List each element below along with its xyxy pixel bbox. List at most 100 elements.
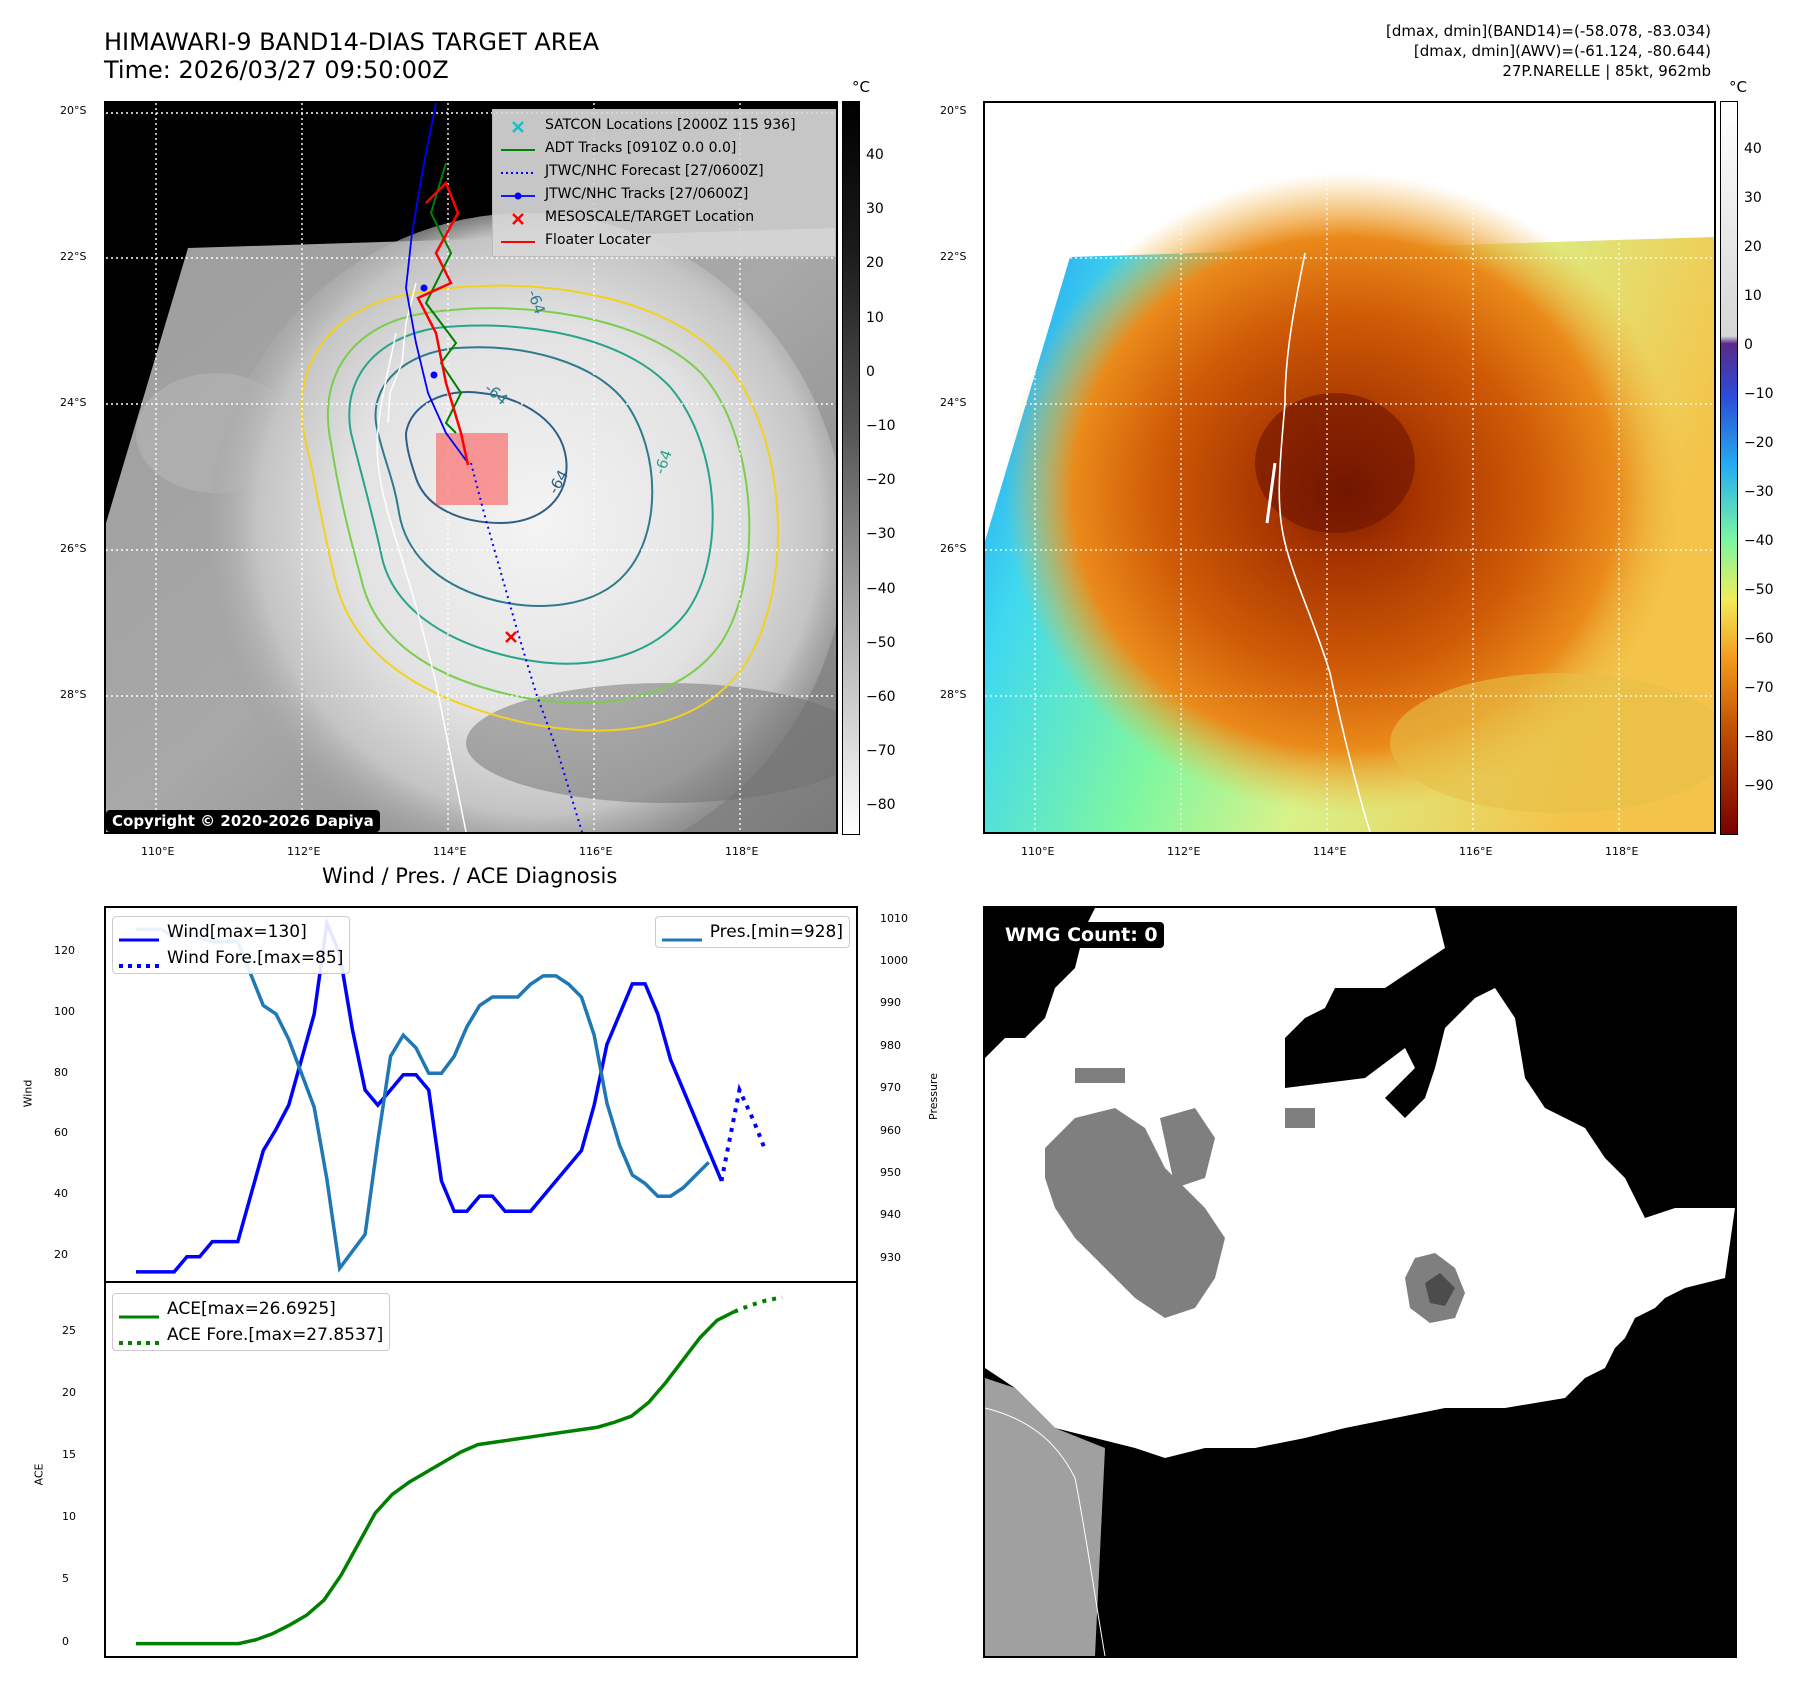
colorbar-tick: −10 xyxy=(1744,386,1774,402)
wmg-image xyxy=(985,908,1735,1656)
lat-tick: 22°S xyxy=(60,250,87,263)
legend-wind: Wind[max=130] xyxy=(167,922,307,942)
colorbar-tick: −60 xyxy=(866,689,896,705)
wind-tick: 100 xyxy=(54,1005,75,1019)
legend-label: JTWC/NHC Forecast [27/0600Z] xyxy=(545,163,764,179)
x-marker-icon xyxy=(499,119,537,133)
ir-map-image xyxy=(106,103,836,832)
colorbar-tick: −70 xyxy=(1744,680,1774,696)
colorbar-tick: 10 xyxy=(1744,288,1762,304)
lat-tick: 20°S xyxy=(940,104,967,117)
ace-series-line xyxy=(136,1310,735,1646)
lat-tick: 20°S xyxy=(60,104,87,117)
lon-tick: 116°E xyxy=(579,845,613,858)
wind-tick: 60 xyxy=(54,1126,68,1140)
legend-wind-fore: Wind Fore.[max=85] xyxy=(167,948,344,968)
colorbar-tick: 0 xyxy=(1744,337,1753,353)
colorbar-tick: −30 xyxy=(866,526,896,543)
pressure-tick: 950 xyxy=(880,1166,901,1180)
colorbar-unit: °C xyxy=(852,78,870,96)
lon-tick: 116°E xyxy=(1459,845,1493,858)
ace-plot xyxy=(136,1295,783,1646)
ace-tick: 15 xyxy=(62,1448,76,1462)
colorbar-tick: −80 xyxy=(1744,729,1774,745)
colorbar-tick: −40 xyxy=(1744,533,1774,549)
ir-map-panel: -64 -64 -64 -64 SATCON Locations [2000Z … xyxy=(104,101,838,834)
wind-forecast-line xyxy=(719,1083,768,1182)
legend-label: ADT Tracks [0910Z 0.0 0.0] xyxy=(545,140,737,156)
pressure-series-line xyxy=(136,927,710,1273)
colorbar-tick: 10 xyxy=(866,309,884,326)
ace-tick: 10 xyxy=(62,1510,76,1524)
line-dot-icon xyxy=(499,188,537,202)
lon-tick: 118°E xyxy=(725,845,759,858)
lon-tick: 114°E xyxy=(433,845,467,858)
wmg-panel: WMG Count: 0 xyxy=(983,906,1737,1658)
lat-tick: 22°S xyxy=(940,250,967,263)
ace-tick: 5 xyxy=(62,1572,69,1586)
colorbar-tick: −50 xyxy=(1744,582,1774,598)
line-icon xyxy=(119,927,159,942)
lat-tick: 28°S xyxy=(60,688,87,701)
line-icon xyxy=(119,1304,159,1319)
colorbar-tick: 0 xyxy=(866,363,875,380)
map-legend: SATCON Locations [2000Z 115 936] ADT Tra… xyxy=(492,109,836,257)
figure-time: Time: 2026/03/27 09:50:00Z xyxy=(104,56,449,84)
pressure-tick: 1010 xyxy=(880,911,908,925)
wind-tick: 40 xyxy=(54,1187,68,1201)
pressure-axis-label: Pressure xyxy=(926,1073,940,1120)
legend-ace-fore: ACE Fore.[max=27.8537] xyxy=(167,1325,384,1345)
lon-tick: 118°E xyxy=(1605,845,1639,858)
colorbar-tick: −30 xyxy=(1744,484,1774,500)
line-icon xyxy=(661,927,702,942)
awv-map-image xyxy=(985,103,1714,832)
lon-tick: 110°E xyxy=(141,845,175,858)
lon-tick: 112°E xyxy=(1167,845,1201,858)
dotted-line-icon xyxy=(499,165,537,179)
pressure-tick: 980 xyxy=(880,1038,901,1052)
lat-tick: 24°S xyxy=(940,396,967,409)
line-icon xyxy=(499,234,537,248)
colorbar-tick: −20 xyxy=(1744,435,1774,451)
wind-tick: 80 xyxy=(54,1065,68,1079)
ace-tick: 0 xyxy=(62,1634,69,1648)
legend-label: MESOSCALE/TARGET Location xyxy=(545,209,755,225)
info-storm: 27P.NARELLE | 85kt, 962mb xyxy=(1502,62,1711,80)
lat-tick: 26°S xyxy=(60,542,87,555)
lon-tick: 114°E xyxy=(1313,845,1347,858)
colorbar-tick: 20 xyxy=(1744,239,1762,255)
legend-label: Floater Locater xyxy=(545,232,651,248)
gray-colorbar xyxy=(842,101,860,835)
ace-legend: ACE[max=26.6925] ACE Fore.[max=27.8537] xyxy=(112,1293,391,1351)
ace-forecast-line xyxy=(733,1295,783,1314)
pressure-legend: Pres.[min=928] xyxy=(654,916,850,948)
colorbar-tick: 30 xyxy=(866,201,884,218)
legend-ace: ACE[max=26.6925] xyxy=(167,1299,336,1319)
line-icon xyxy=(499,142,537,156)
legend-label: JTWC/NHC Tracks [27/0600Z] xyxy=(545,186,749,202)
colorbar-tick: 30 xyxy=(1744,190,1762,206)
ace-chart: ACE[max=26.6925] ACE Fore.[max=27.8537] xyxy=(104,1281,858,1658)
dotted-line-icon xyxy=(119,1330,159,1345)
info-awv: [dmax, dmin](AWV)=(-61.124, -80.644) xyxy=(1413,42,1711,60)
ace-axis-label: ACE xyxy=(32,1463,46,1486)
lon-tick: 112°E xyxy=(287,845,321,858)
pressure-tick: 1000 xyxy=(880,954,908,968)
colorbar-tick: 20 xyxy=(866,255,884,272)
wmg-count-badge: WMG Count: 0 xyxy=(999,922,1164,948)
lat-tick: 28°S xyxy=(940,688,967,701)
wind-tick: 120 xyxy=(54,944,75,958)
pressure-tick: 930 xyxy=(880,1250,901,1264)
colorbar-tick: −50 xyxy=(866,634,896,651)
legend-pressure: Pres.[min=928] xyxy=(709,922,843,942)
info-band14: [dmax, dmin](BAND14)=(-58.078, -83.034) xyxy=(1386,22,1711,40)
wind-pressure-chart: Wind[max=130] Wind Fore.[max=85] Pres.[m… xyxy=(104,906,858,1283)
ace-tick: 20 xyxy=(62,1385,76,1399)
ace-tick: 25 xyxy=(62,1323,76,1337)
colorbar-tick: −60 xyxy=(1744,631,1774,647)
colorbar-tick: 40 xyxy=(1744,141,1762,157)
diagnosis-title: Wind / Pres. / ACE Diagnosis xyxy=(322,864,618,888)
awv-map-panel xyxy=(983,101,1716,834)
lat-tick: 26°S xyxy=(940,542,967,555)
wind-legend: Wind[max=130] Wind Fore.[max=85] xyxy=(112,916,351,974)
